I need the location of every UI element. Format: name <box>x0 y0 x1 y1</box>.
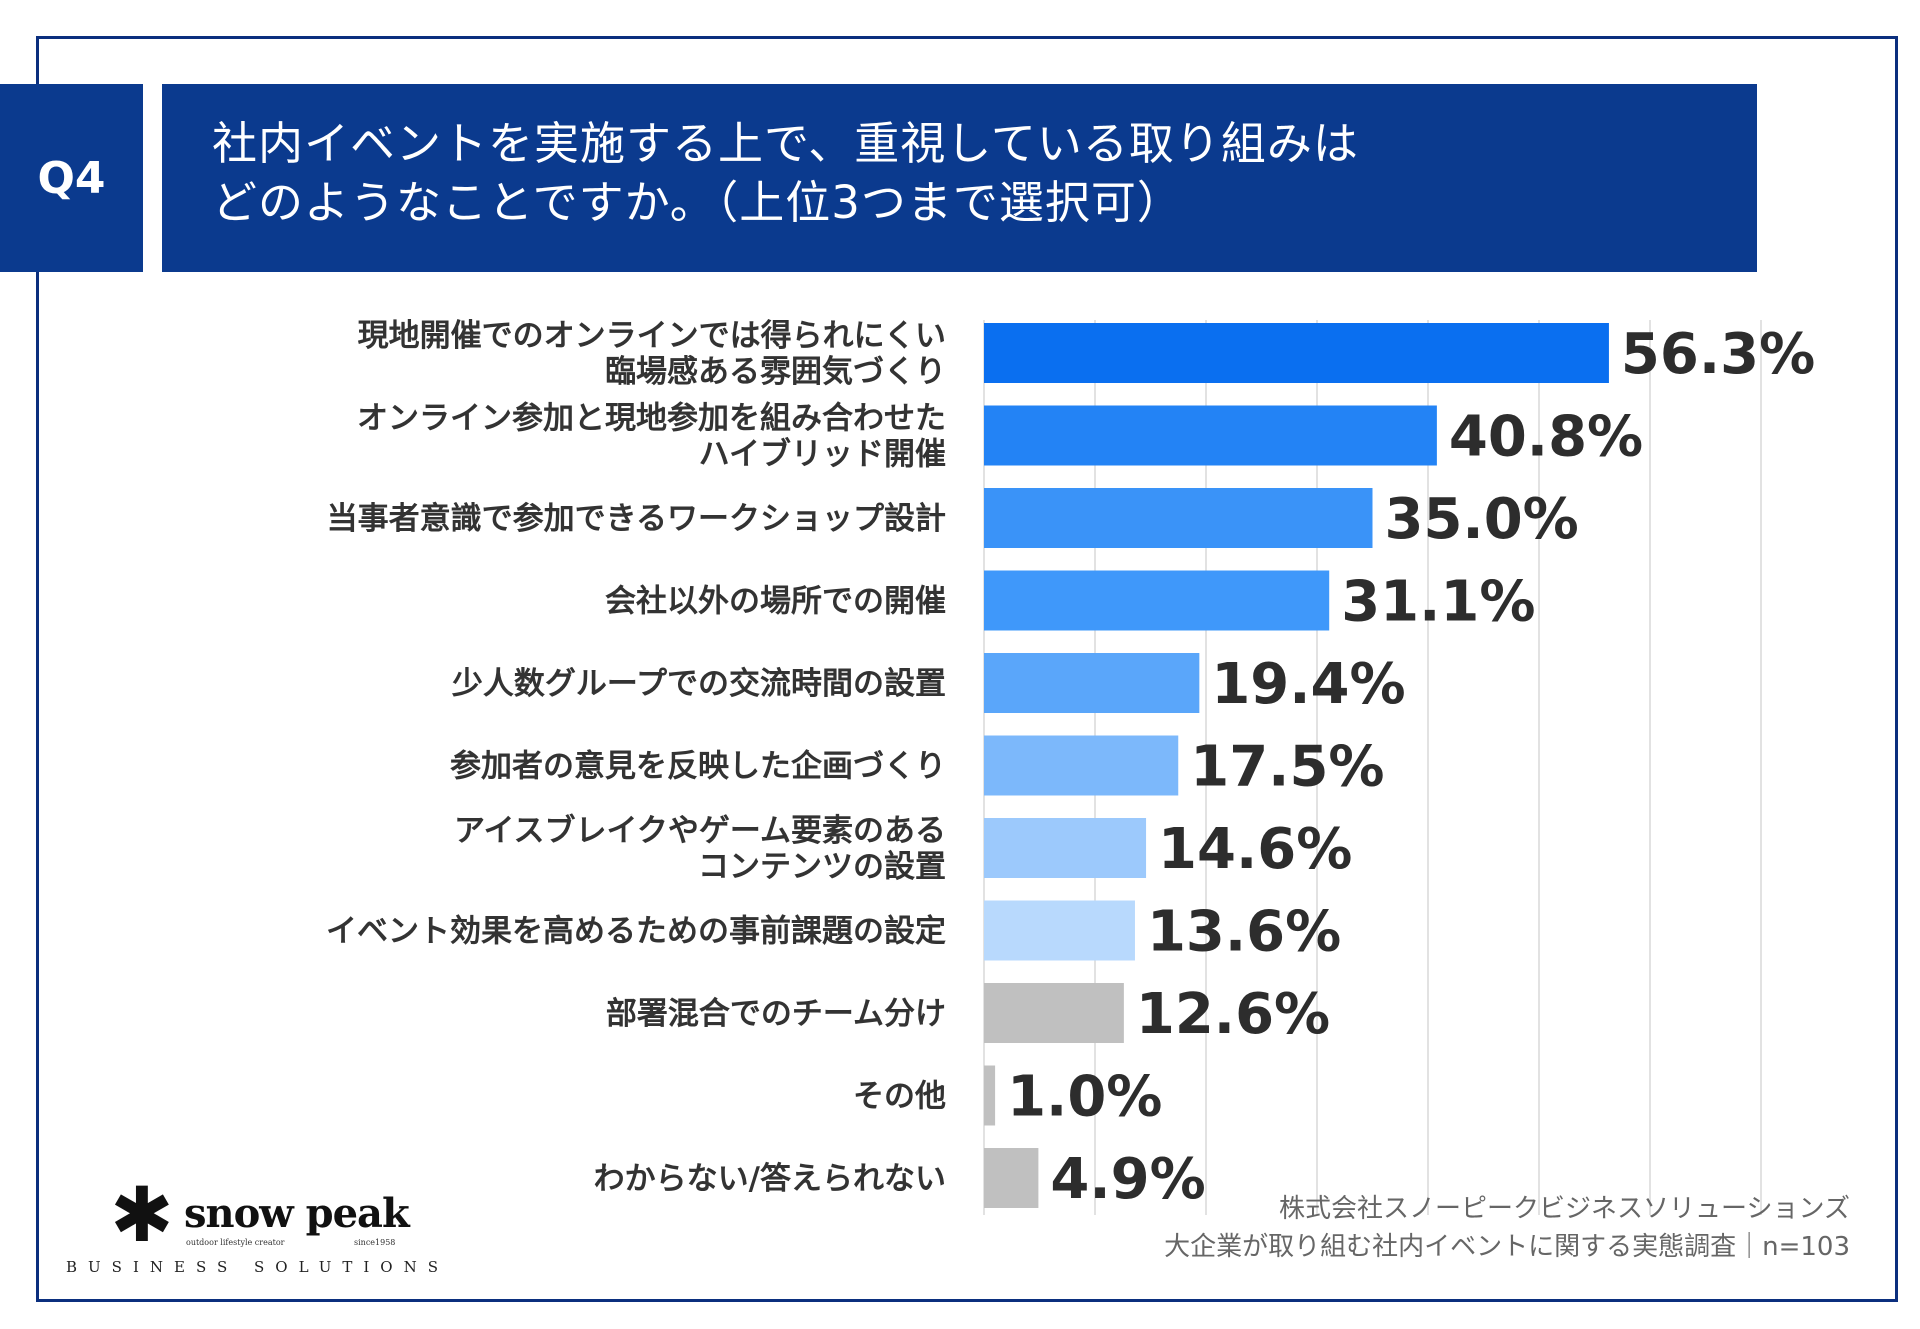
snowflake-icon: ✱ <box>110 1170 174 1259</box>
slide-frame <box>36 36 1898 1302</box>
value-label: 35.0% <box>1385 487 1579 552</box>
title-banner: 社内イベントを実施する上で、重視している取り組みは どのようなことですか。（上位… <box>162 84 1757 272</box>
bar <box>984 570 1330 631</box>
title-line-1: 社内イベントを実施する上で、重視している取り組みは <box>212 117 1359 170</box>
question-badge: Q4 <box>0 84 143 272</box>
bar <box>984 653 1200 713</box>
gridlines <box>983 320 1762 1215</box>
category-label: 臨場感ある雰囲気づくり <box>605 354 946 390</box>
category-label: コンテンツの設置 <box>698 849 946 885</box>
logo-tagline: outdoor lifestyle creator <box>186 1238 285 1247</box>
snow-peak-logo: ✱ snow peak outdoor lifestyle creator si… <box>66 1170 438 1280</box>
value-label: 40.8% <box>1449 405 1643 470</box>
value-label: 1.0% <box>1007 1065 1162 1130</box>
category-label: 現地開催でのオンラインでは得られにくい <box>358 318 946 354</box>
value-label: 13.6% <box>1147 900 1341 965</box>
bar <box>984 1148 1039 1208</box>
logo-wordmark: snow peak <box>184 1190 410 1237</box>
source-survey: 大企業が取り組む社内イベントに関する実態調査｜n=103 <box>1164 1232 1850 1262</box>
source-note: 株式会社スノーピークビジネスソリューションズ 大企業が取り組む社内イベントに関す… <box>1164 1190 1850 1266</box>
bar <box>984 405 1437 466</box>
category-label: アイスブレイクやゲーム要素のある <box>454 813 946 849</box>
bar <box>984 488 1373 548</box>
value-label: 19.4% <box>1211 652 1405 717</box>
category-label: 当事者意識で参加できるワークショップ設計 <box>327 501 946 537</box>
title-line-2: どのようなことですか。（上位3つまで選択可） <box>212 176 1183 229</box>
value-label: 56.3% <box>1621 322 1815 387</box>
source-company: 株式会社スノーピークビジネスソリューションズ <box>1279 1194 1850 1224</box>
bar <box>984 983 1124 1043</box>
value-label: 17.5% <box>1190 735 1384 800</box>
bar <box>984 900 1135 961</box>
bars <box>984 323 1609 1208</box>
category-label: 参加者の意見を反映した企画づくり <box>450 749 946 785</box>
logo-since: since1958 <box>354 1238 396 1247</box>
category-label: イベント効果を高めるための事前課題の設定 <box>326 914 946 950</box>
category-label: 会社以外の場所での開催 <box>605 584 946 620</box>
bar <box>984 1065 996 1126</box>
category-label: 少人数グループでの交流時間の設置 <box>452 666 946 702</box>
bar <box>984 735 1179 796</box>
logo-division: BUSINESS SOLUTIONS <box>66 1258 449 1276</box>
bar <box>984 818 1147 878</box>
category-label: その他 <box>853 1079 946 1115</box>
bar <box>984 323 1609 383</box>
value-label: 4.9% <box>1050 1147 1205 1212</box>
category-label: 部署混合でのチーム分け <box>606 996 946 1032</box>
category-label: わからない/答えられない <box>594 1161 946 1197</box>
value-label: 14.6% <box>1158 817 1352 882</box>
category-label: オンライン参加と現地参加を組み合わせた <box>357 401 946 437</box>
value-label: 12.6% <box>1136 982 1330 1047</box>
category-label: ハイブリッド開催 <box>699 437 946 473</box>
value-label: 31.1% <box>1341 570 1535 635</box>
